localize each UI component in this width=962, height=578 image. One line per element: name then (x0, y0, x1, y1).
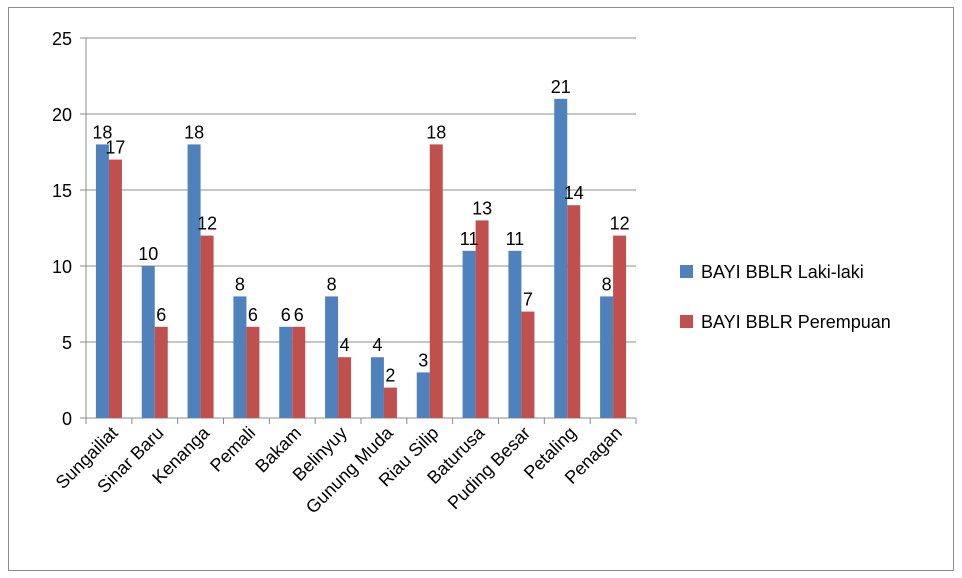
data-label: 8 (235, 274, 245, 294)
data-label: 4 (340, 335, 350, 355)
data-label: 4 (372, 335, 382, 355)
data-label: 8 (602, 274, 612, 294)
gridlines (86, 37, 636, 343)
x-category-label: Pemali (206, 423, 259, 476)
y-tick-label: 5 (62, 333, 72, 353)
bar (325, 296, 339, 418)
bar (141, 266, 155, 418)
bar (233, 296, 247, 418)
y-tick-label: 0 (62, 409, 72, 429)
data-label: 8 (327, 274, 337, 294)
data-label: 17 (105, 138, 125, 158)
bar (521, 311, 535, 418)
legend: BAYI BBLR Laki-laki BAYI BBLR Perempuan (680, 262, 891, 332)
data-label: 21 (551, 77, 571, 97)
bars (95, 98, 627, 419)
data-label: 6 (248, 305, 258, 325)
y-tick-label: 20 (52, 105, 72, 125)
y-tick-label: 10 (52, 257, 72, 277)
data-label: 13 (472, 198, 492, 218)
bar (475, 220, 489, 418)
data-label: 14 (564, 183, 584, 203)
bar (600, 296, 614, 418)
data-label: 12 (197, 214, 217, 234)
bar (567, 205, 581, 418)
data-label: 6 (294, 305, 304, 325)
data-label: 6 (281, 305, 291, 325)
bar (462, 250, 476, 418)
bar (613, 235, 627, 418)
data-label: 12 (610, 214, 630, 234)
data-label: 7 (523, 290, 533, 310)
legend-swatch (680, 315, 693, 328)
bar (279, 326, 293, 418)
legend-label: BAYI BBLR Laki-laki (701, 262, 864, 282)
legend-swatch (680, 265, 693, 278)
data-label: 18 (426, 122, 446, 142)
data-label: 18 (92, 122, 112, 142)
data-label: 11 (506, 229, 525, 249)
bar (429, 144, 443, 418)
legend-label: BAYI BBLR Perempuan (701, 312, 891, 332)
bar (370, 357, 384, 418)
y-tick-label: 15 (52, 181, 72, 201)
bar (95, 144, 109, 418)
data-label: 2 (385, 366, 395, 386)
bar (154, 326, 168, 418)
bar (246, 326, 260, 418)
bar (292, 326, 306, 418)
data-label: 18 (184, 122, 204, 142)
bar (554, 98, 568, 419)
bar (338, 357, 352, 418)
data-label: 10 (138, 244, 158, 264)
y-tick-label: 25 (52, 29, 72, 49)
bar (508, 250, 522, 418)
bar (200, 235, 214, 418)
bar (416, 372, 430, 418)
bar (108, 159, 122, 418)
bar (187, 144, 201, 418)
bar (383, 387, 397, 418)
data-label: 6 (156, 305, 166, 325)
data-label: 3 (418, 350, 428, 370)
data-label: 11 (460, 229, 479, 249)
